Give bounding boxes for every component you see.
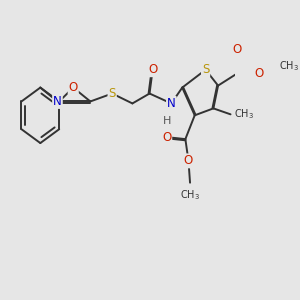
Text: CH$_3$: CH$_3$	[234, 107, 254, 121]
Text: S: S	[109, 87, 116, 100]
Text: O: O	[162, 130, 171, 144]
Text: O: O	[184, 154, 193, 167]
Text: N: N	[167, 97, 176, 110]
Text: CH$_3$: CH$_3$	[180, 189, 200, 202]
Text: O: O	[69, 81, 78, 94]
Text: O: O	[254, 67, 263, 80]
Text: S: S	[202, 63, 209, 76]
Text: O: O	[148, 63, 157, 76]
Text: N: N	[53, 95, 62, 108]
Text: O: O	[232, 44, 242, 56]
Text: H: H	[163, 116, 172, 126]
Text: CH$_3$: CH$_3$	[279, 59, 299, 73]
